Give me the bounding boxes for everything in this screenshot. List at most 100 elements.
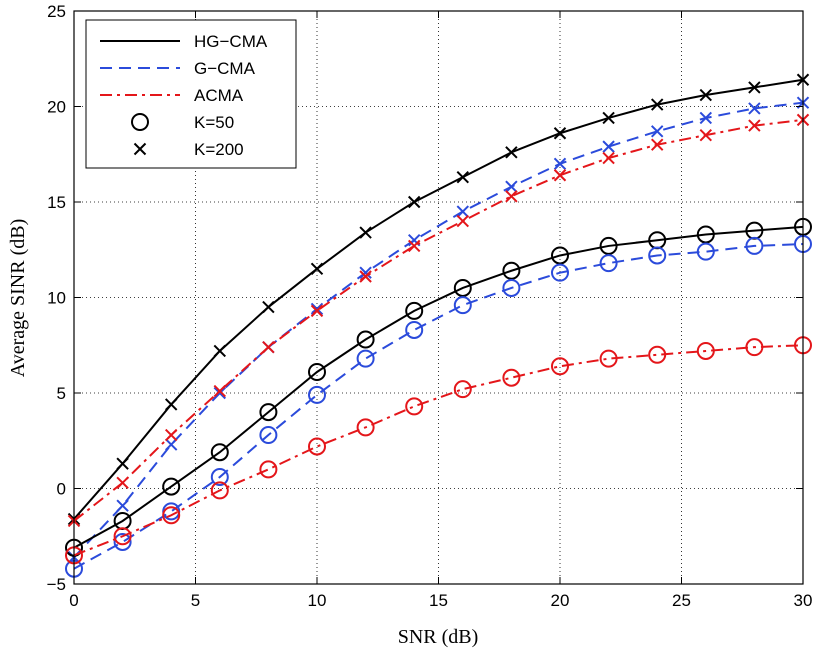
data-point-circle — [745, 236, 764, 255]
x-tick-label: 15 — [429, 591, 448, 610]
data-point-circle — [696, 242, 715, 261]
grid — [74, 11, 803, 584]
data-point-cross — [310, 262, 324, 276]
data-point-circle — [745, 338, 764, 357]
series-line-hg-cma-k200 — [73, 78, 804, 520]
legend-label: G−CMA — [194, 59, 256, 78]
data-point-circle — [599, 349, 618, 368]
data-point-circle — [162, 477, 181, 496]
x-tick-label: 25 — [672, 591, 691, 610]
x-tick-label: 30 — [794, 591, 813, 610]
data-point-cross — [553, 157, 567, 171]
data-point-circle — [162, 506, 181, 525]
data-point-circle — [696, 341, 715, 360]
data-point-cross — [699, 111, 713, 125]
y-tick-label: 15 — [47, 193, 66, 212]
data-point-cross — [456, 205, 470, 218]
data-point-circle — [405, 320, 424, 339]
data-point-circle — [648, 345, 667, 364]
data-point-circle — [308, 385, 326, 404]
data-point-cross — [359, 226, 372, 239]
series-line-hg-cma-k50 — [73, 225, 804, 549]
y-tick-label: 25 — [47, 2, 66, 21]
data-point-cross — [164, 438, 178, 451]
data-point-circle — [259, 403, 278, 422]
data-point-circle — [696, 225, 715, 244]
data-point-cross — [650, 138, 664, 151]
data-point-circle — [599, 254, 618, 273]
data-point-circle — [259, 426, 278, 445]
data-point-circle — [551, 263, 569, 282]
data-point-cross — [505, 180, 518, 193]
data-point-cross — [116, 499, 129, 512]
data-point-cross — [116, 457, 129, 470]
y-tick-label: 5 — [57, 384, 66, 403]
x-axis-label: SNR (dB) — [398, 626, 479, 648]
data-point-circle — [210, 468, 229, 487]
data-point-cross — [310, 304, 324, 318]
data-point-cross — [699, 88, 713, 102]
data-point-circle — [259, 460, 278, 479]
data-point-circle — [356, 418, 375, 437]
data-point-cross — [553, 127, 567, 140]
series-line-g-cma-k200 — [73, 101, 804, 558]
data-point-circle — [502, 278, 521, 297]
data-point-circle — [210, 481, 229, 500]
data-point-circle — [405, 301, 424, 320]
data-point-circle — [453, 296, 472, 315]
data-point-circle — [210, 443, 229, 462]
data-point-circle — [356, 349, 375, 368]
data-point-cross — [748, 102, 761, 115]
data-point-circle — [113, 532, 132, 551]
y-axis-label: Average SINR (dB) — [7, 219, 29, 377]
data-point-cross — [359, 266, 372, 279]
data-point-circle — [551, 357, 569, 376]
data-point-cross — [505, 190, 518, 203]
data-point-circle — [453, 278, 472, 297]
legend-label: K=200 — [194, 140, 244, 159]
data-point-circle — [502, 368, 521, 387]
y-tick-label: 20 — [47, 98, 66, 117]
data-point-cross — [262, 300, 275, 314]
legend-label: K=50 — [194, 113, 234, 132]
y-tick-label: 10 — [47, 289, 66, 308]
legend: HG−CMA G−CMA ACMA K=50 K=200 — [85, 19, 297, 169]
x-tick-label: 10 — [308, 591, 327, 610]
data-point-circle — [502, 261, 521, 280]
data-point-circle — [113, 527, 132, 546]
data-point-cross — [213, 386, 227, 400]
data-point-cross — [213, 384, 227, 398]
data-point-circle — [405, 397, 424, 416]
x-tick-label: 20 — [551, 591, 570, 610]
legend-marker-cross — [133, 142, 147, 156]
data-point-cross — [748, 81, 761, 94]
data-point-circle — [648, 246, 667, 265]
data-point-circle — [308, 437, 326, 456]
data-point-cross — [456, 170, 470, 184]
data-point-cross — [505, 146, 518, 159]
legend-label: ACMA — [194, 86, 244, 105]
data-point-cross — [602, 140, 615, 153]
data-point-cross — [359, 270, 372, 283]
data-point-cross — [213, 344, 227, 358]
data-point-circle — [599, 236, 618, 255]
data-point-cross — [407, 239, 421, 253]
data-point-cross — [748, 119, 761, 132]
series-line-g-cma-k50 — [73, 243, 804, 570]
data-point-cross — [602, 111, 615, 125]
legend-label: HG−CMA — [194, 32, 268, 51]
data-point-cross — [116, 476, 129, 489]
series-line-acma-k50 — [73, 344, 804, 557]
data-point-cross — [553, 169, 567, 182]
y-tick-label: 0 — [57, 480, 66, 499]
data-point-cross — [456, 214, 470, 228]
data-point-cross — [650, 125, 664, 138]
data-point-circle — [308, 362, 326, 381]
data-point-cross — [164, 428, 178, 442]
legend-box — [85, 19, 297, 169]
x-tick-label: 5 — [191, 591, 200, 610]
legend-marker-circle — [131, 113, 149, 131]
y-tick-label: −5 — [47, 575, 66, 594]
